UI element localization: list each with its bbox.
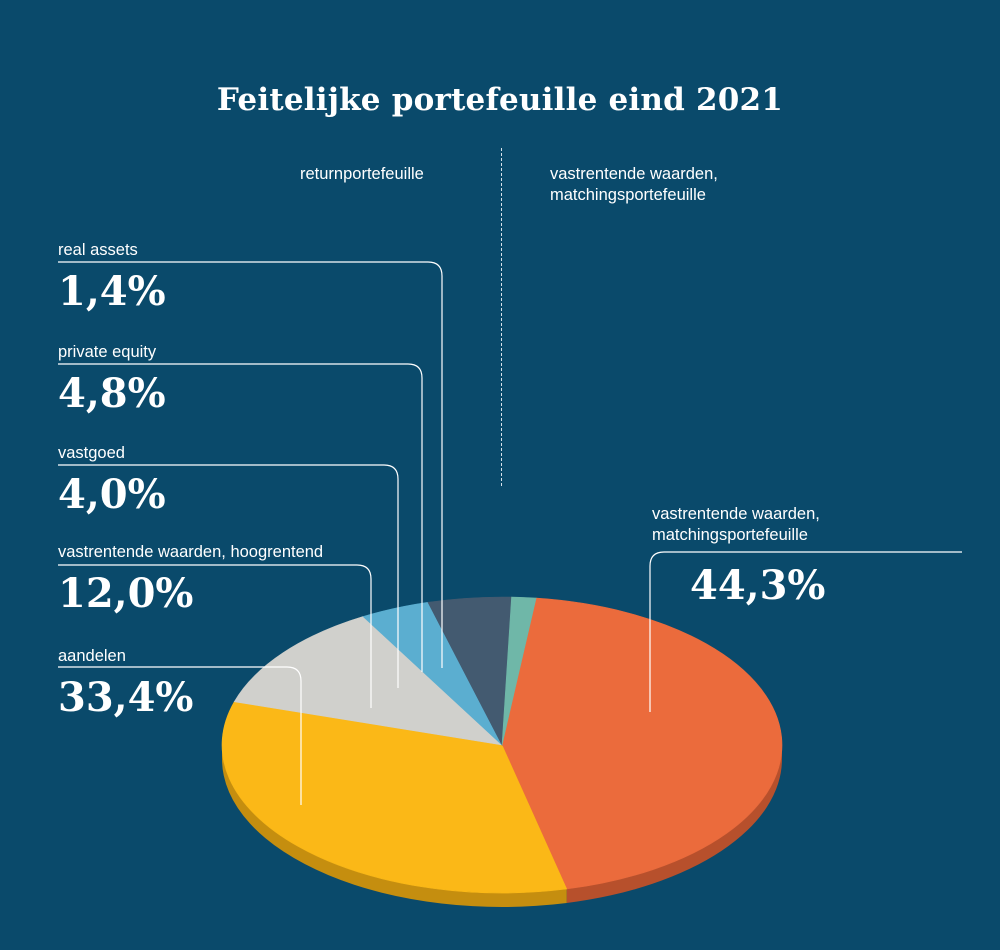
slice-label-private-equity: private equity — [58, 343, 157, 361]
pie-slice-0 — [501, 597, 783, 890]
slice-value-vastgoed: 4,0% — [58, 471, 166, 518]
slice-label-hoogrentend: vastrentende waarden, hoogrentend — [58, 543, 324, 561]
leader-vastgoed — [58, 464, 399, 688]
pie-slice-1 — [221, 701, 568, 894]
leader-real-assets — [58, 261, 443, 668]
slice-value-real-assets: 1,4% — [58, 268, 166, 315]
slice-label-vastgoed: vastgoed — [58, 444, 125, 462]
slice-value-matching: 44,3% — [690, 562, 826, 609]
leader-matching — [649, 551, 962, 712]
leader-private-equity — [58, 363, 423, 672]
leader-hoogrentend — [58, 564, 372, 708]
slice-value-private-equity: 4,8% — [58, 370, 166, 417]
leader-aandelen — [58, 666, 302, 805]
slice-label-aandelen: aandelen — [58, 647, 126, 665]
chart-title: Feitelijke portefeuille eind 2021 — [216, 82, 784, 118]
slice-label-real-assets: real assets — [58, 241, 138, 259]
group-label-matching: vastrentende waarden, matchingsportefeuil… — [550, 165, 718, 204]
slice-value-hoogrentend: 12,0% — [58, 570, 194, 617]
pie-slice-2 — [233, 616, 503, 746]
group-label-return: returnportefeuille — [300, 165, 424, 183]
group-divider — [501, 148, 502, 486]
pie-slice-5 — [501, 596, 537, 746]
slice-label-matching: vastrentende waarden, matchingsportefeuil… — [652, 505, 820, 544]
slice-value-aandelen: 33,4% — [58, 674, 194, 721]
